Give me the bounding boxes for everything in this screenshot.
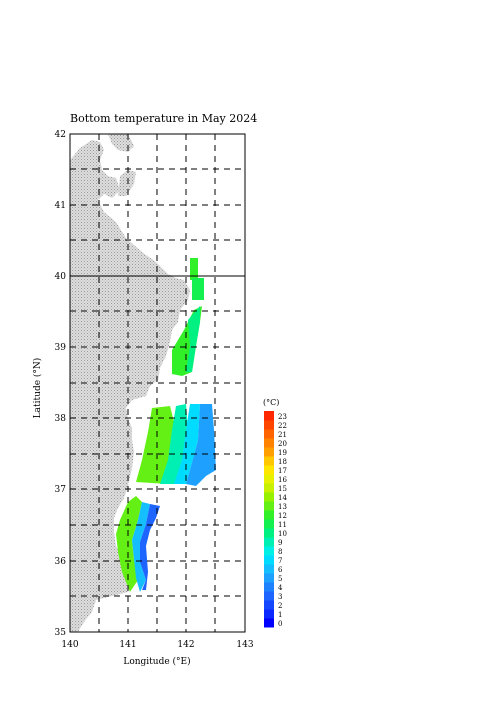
- colorbar-swatches: [264, 411, 274, 628]
- land-hokkaido: [108, 134, 134, 152]
- colorbar-swatch: [264, 600, 274, 610]
- colorbar-swatch: [264, 429, 274, 439]
- colorbar-label: 5: [278, 575, 282, 583]
- colorbar-unit: (°C): [263, 398, 279, 407]
- y-tick-35: 35: [55, 628, 67, 638]
- colorbar-label: 19: [278, 449, 287, 457]
- x-tick-142: 142: [177, 640, 194, 650]
- colorbar: (°C) 01234567891011121314151617181920212…: [263, 398, 287, 628]
- colorbar-label: 11: [278, 521, 287, 529]
- patch-sanriku-cool: [186, 306, 200, 372]
- colorbar-swatch: [264, 510, 274, 520]
- x-tick-143: 143: [236, 640, 253, 650]
- colorbar-label: 0: [278, 620, 282, 628]
- colorbar-label: 14: [278, 494, 287, 502]
- colorbar-swatch: [264, 582, 274, 592]
- x-tick-141: 141: [119, 640, 136, 650]
- colorbar-label: 15: [278, 485, 287, 493]
- colorbar-swatch: [264, 609, 274, 619]
- colorbar-label: 3: [278, 593, 282, 601]
- colorbar-label: 13: [278, 503, 287, 511]
- colorbar-label: 7: [278, 557, 282, 565]
- colorbar-label: 17: [278, 467, 287, 475]
- chart-title: Bottom temperature in May 2024: [70, 112, 257, 125]
- y-tick-40: 40: [55, 272, 67, 282]
- colorbar-label: 20: [278, 440, 287, 448]
- colorbar-label: 2: [278, 602, 282, 610]
- colorbar-label: 4: [278, 584, 283, 592]
- colorbar-label: 9: [278, 539, 282, 547]
- colorbar-swatch: [264, 537, 274, 547]
- patch-north-b: [192, 278, 204, 300]
- colorbar-label: 10: [278, 530, 287, 538]
- colorbar-label: 21: [278, 431, 287, 439]
- colorbar-label: 1: [278, 611, 282, 619]
- colorbar-swatch: [264, 555, 274, 565]
- x-tick-140: 140: [61, 640, 78, 650]
- land-shimokita: [118, 170, 136, 196]
- y-ticks: 42 41 40 39 38 37 36 35: [55, 130, 67, 638]
- grid: [70, 134, 245, 632]
- plot-frame: [69, 133, 246, 633]
- patch-south-cold: [140, 504, 160, 590]
- colorbar-swatch: [264, 591, 274, 601]
- colorbar-swatch: [264, 528, 274, 538]
- colorbar-swatch: [264, 483, 274, 493]
- y-tick-36: 36: [55, 557, 67, 567]
- colorbar-label: 22: [278, 422, 287, 430]
- colorbar-swatch: [264, 573, 274, 583]
- colorbar-swatch: [264, 519, 274, 529]
- colorbar-swatch: [264, 474, 274, 484]
- land-honshu: [70, 140, 190, 632]
- colorbar-label: 18: [278, 458, 287, 466]
- patch-central-cool: [174, 404, 200, 484]
- y-axis-label: Latitude (°N): [32, 358, 43, 419]
- colorbar-swatch: [264, 447, 274, 457]
- colorbar-swatch: [264, 546, 274, 556]
- y-tick-41: 41: [55, 201, 66, 211]
- colorbar-swatch: [264, 618, 274, 628]
- colorbar-swatch: [264, 501, 274, 511]
- patch-central: [136, 406, 176, 484]
- colorbar-label: 8: [278, 548, 282, 556]
- patch-south-mid: [132, 502, 150, 592]
- patch-central-cold: [186, 404, 216, 486]
- temperature-field: [116, 258, 216, 592]
- x-ticks: 140 141 142 143: [61, 640, 253, 650]
- y-tick-42: 42: [55, 130, 66, 140]
- y-tick-37: 37: [55, 485, 67, 495]
- colorbar-label: 23: [278, 413, 287, 421]
- colorbar-swatch: [264, 420, 274, 430]
- colorbar-swatch: [264, 456, 274, 466]
- colorbar-label: 12: [278, 512, 287, 520]
- colorbar-swatch: [264, 438, 274, 448]
- colorbar-label: 6: [278, 566, 283, 574]
- colorbar-swatch: [264, 465, 274, 475]
- colorbar-swatch: [264, 411, 274, 421]
- colorbar-swatch: [264, 492, 274, 502]
- y-tick-39: 39: [55, 343, 67, 353]
- y-tick-38: 38: [55, 414, 67, 424]
- colorbar-label: 16: [278, 476, 287, 484]
- x-axis-label: Longitude (°E): [123, 656, 190, 667]
- colorbar-swatch: [264, 564, 274, 574]
- patch-north: [190, 258, 198, 280]
